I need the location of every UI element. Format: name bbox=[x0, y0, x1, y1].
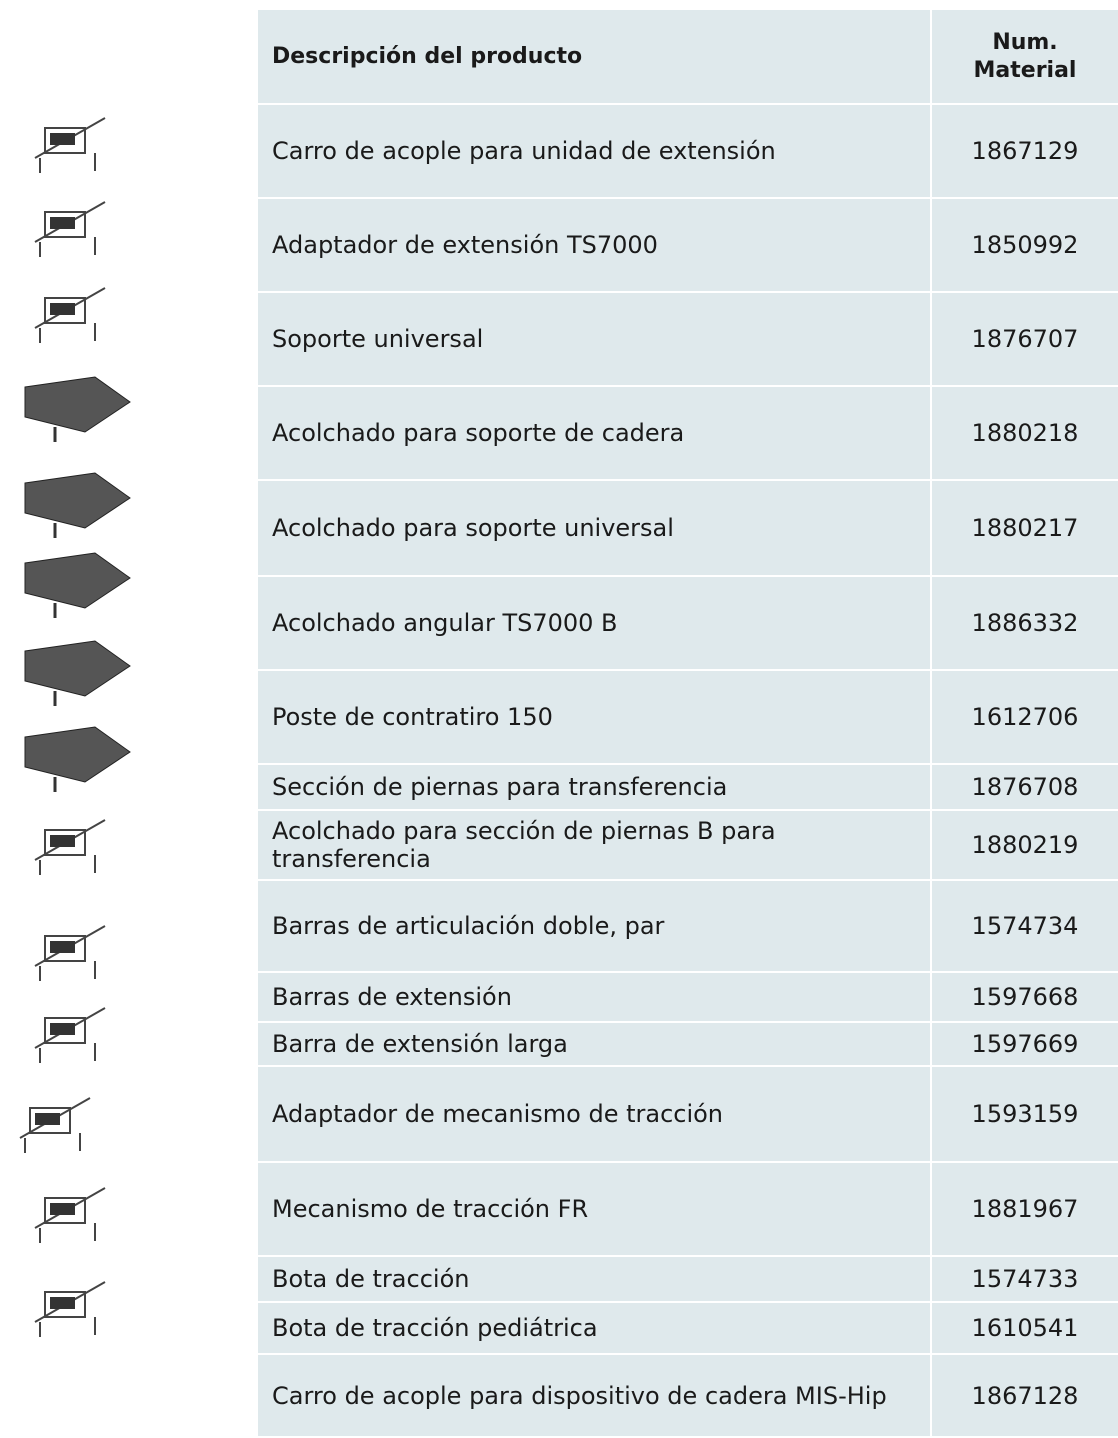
product-sketch bbox=[19, 1097, 91, 1153]
product-sketch bbox=[24, 376, 131, 433]
table-row: Carro de acople para unidad de extensión… bbox=[258, 105, 1118, 197]
table-row: Acolchado para soporte de cadera 1880218 bbox=[258, 387, 1118, 479]
product-sketch bbox=[24, 552, 131, 609]
product-sketch bbox=[34, 1007, 106, 1063]
product-sketch bbox=[34, 819, 106, 875]
product-sketch bbox=[34, 287, 106, 343]
material-number-cell: 1886332 bbox=[932, 577, 1118, 669]
product-sketch bbox=[50, 1023, 75, 1035]
table-row: Acolchado angular TS7000 B 1886332 bbox=[258, 577, 1118, 669]
description-cell: Acolchado para soporte universal bbox=[258, 481, 930, 575]
product-sketch bbox=[34, 1187, 106, 1243]
material-number-cell: 1880217 bbox=[932, 481, 1118, 575]
header-row: Descripción del producto Num. Material bbox=[258, 10, 1118, 103]
product-sketch bbox=[50, 217, 75, 229]
material-number-cell: 1876707 bbox=[932, 293, 1118, 385]
table-row: Poste de contratiro 150 1612706 bbox=[258, 671, 1118, 763]
description-cell: Barras de extensión bbox=[258, 973, 930, 1021]
material-number-cell: 1597668 bbox=[932, 973, 1118, 1021]
table-row: Acolchado para sección de piernas B para… bbox=[258, 811, 1118, 879]
header-cell: Num. Material bbox=[932, 10, 1118, 103]
product-sketch bbox=[34, 117, 106, 173]
table-row: Acolchado para soporte universal 1880217 bbox=[258, 481, 1118, 575]
product-sketch bbox=[50, 133, 75, 145]
product-sketch bbox=[50, 303, 75, 315]
material-number-cell: 1867128 bbox=[932, 1355, 1118, 1436]
description-cell: Bota de tracción bbox=[258, 1257, 930, 1301]
description-cell: Poste de contratiro 150 bbox=[258, 671, 930, 763]
product-sketch bbox=[24, 640, 131, 697]
material-number-cell: 1574733 bbox=[932, 1257, 1118, 1301]
material-number-cell: 1867129 bbox=[932, 105, 1118, 197]
product-sketch bbox=[50, 1297, 75, 1309]
product-sketch bbox=[50, 835, 75, 847]
material-number-cell: 1610541 bbox=[932, 1303, 1118, 1353]
table-row: Soporte universal 1876707 bbox=[258, 293, 1118, 385]
table-row: Bota de tracción pediátrica 1610541 bbox=[258, 1303, 1118, 1353]
description-cell: Soporte universal bbox=[258, 293, 930, 385]
product-sketch bbox=[50, 1203, 75, 1215]
material-number-cell: 1612706 bbox=[932, 671, 1118, 763]
description-cell: Acolchado para sección de piernas B para… bbox=[258, 811, 930, 879]
product-images bbox=[19, 117, 131, 1337]
material-number-cell: 1850992 bbox=[932, 199, 1118, 291]
table-row: Barras de articulación doble, par 1574734 bbox=[258, 881, 1118, 971]
table-row: Barras de extensión 1597668 bbox=[258, 973, 1118, 1021]
material-number-cell: 1574734 bbox=[932, 881, 1118, 971]
description-cell: Adaptador de mecanismo de tracción bbox=[258, 1067, 930, 1161]
product-sketch bbox=[35, 1113, 60, 1125]
table-row: Barra de extensión larga 1597669 bbox=[258, 1023, 1118, 1065]
material-number-cell: 1876708 bbox=[932, 765, 1118, 809]
table-row: Adaptador de mecanismo de tracción 159315… bbox=[258, 1067, 1118, 1161]
product-table: Descripción del producto Num. Material C… bbox=[258, 10, 1118, 1438]
header-cell: Descripción del producto bbox=[258, 10, 930, 103]
table-row: Bota de tracción 1574733 bbox=[258, 1257, 1118, 1301]
material-number-cell: 1880218 bbox=[932, 387, 1118, 479]
description-cell: Bota de tracción pediátrica bbox=[258, 1303, 930, 1353]
product-sketch bbox=[34, 925, 106, 981]
table-row: Carro de acople para dispositivo de cade… bbox=[258, 1355, 1118, 1436]
description-cell: Acolchado para soporte de cadera bbox=[258, 387, 930, 479]
material-number-cell: 1593159 bbox=[932, 1067, 1118, 1161]
product-sketch bbox=[34, 1281, 106, 1337]
product-sketch bbox=[24, 726, 131, 783]
table-row: Sección de piernas para transferencia 187… bbox=[258, 765, 1118, 809]
material-number-cell: 1597669 bbox=[932, 1023, 1118, 1065]
description-cell: Acolchado angular TS7000 B bbox=[258, 577, 930, 669]
table-row: Mecanismo de tracción FR 1881967 bbox=[258, 1163, 1118, 1255]
table-row: Adaptador de extensión TS7000 1850992 bbox=[258, 199, 1118, 291]
description-cell: Mecanismo de tracción FR bbox=[258, 1163, 930, 1255]
material-number-cell: 1880219 bbox=[932, 811, 1118, 879]
description-cell: Barra de extensión larga bbox=[258, 1023, 930, 1065]
description-cell: Barras de articulación doble, par bbox=[258, 881, 930, 971]
product-sketch bbox=[24, 472, 131, 529]
product-sketch bbox=[50, 941, 75, 953]
description-cell: Sección de piernas para transferencia bbox=[258, 765, 930, 809]
description-cell: Adaptador de extensión TS7000 bbox=[258, 199, 930, 291]
product-sketch bbox=[34, 201, 106, 257]
description-cell: Carro de acople para unidad de extensión bbox=[258, 105, 930, 197]
description-cell: Carro de acople para dispositivo de cade… bbox=[258, 1355, 930, 1436]
material-number-cell: 1881967 bbox=[932, 1163, 1118, 1255]
